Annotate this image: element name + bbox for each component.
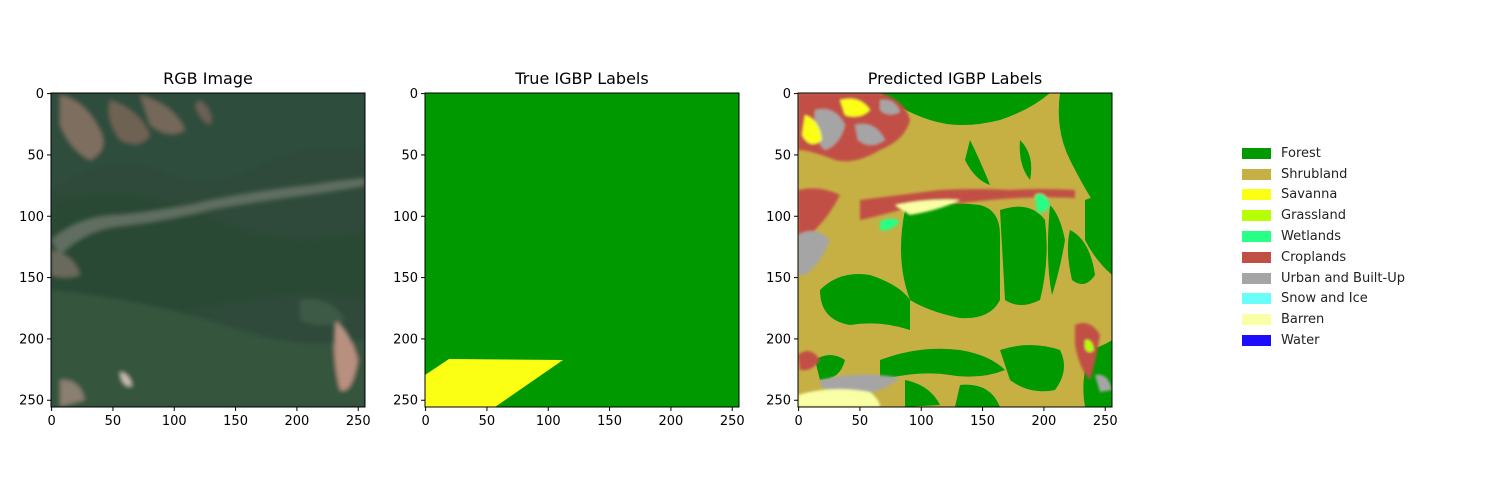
legend-item: Snow and Ice [1236,289,1436,310]
legend-swatch [1242,314,1271,326]
y-tick-label: 0 [36,87,44,102]
legend-swatch [1242,335,1271,347]
x-tick-label: 200 [284,414,309,429]
y-tick-label: 150 [766,271,791,286]
legend-item: Grassland [1236,205,1436,226]
x-tick-label: 250 [720,414,745,429]
x-tick-label: 100 [909,414,934,429]
x-tick-label: 250 [1093,414,1118,429]
true-labels-panel: True IGBP Labels 0 50 100 150 200 25005010015… [393,69,744,429]
legend-label: Barren [1281,312,1325,328]
x-tick-label: 150 [970,414,995,429]
y-tick-label: 0 [783,87,791,102]
y-tick-label: 100 [19,210,44,225]
legend-label: Snow and Ice [1281,291,1368,307]
x-tick-label: 0 [794,414,802,429]
x-tick-label: 200 [1031,414,1056,429]
legend-label: Savanna [1281,187,1338,203]
y-tick-label: 200 [393,332,418,347]
x-tick-label: 0 [47,414,55,429]
forest-region [425,93,739,407]
y-tick-label: 150 [393,271,418,286]
x-tick-label: 250 [346,414,371,429]
rgb-image [51,93,365,407]
legend-item: Wetlands [1236,226,1436,247]
legend-label: Water [1281,333,1320,349]
legend-swatch [1242,251,1271,263]
y-tick-label: 0 [410,87,418,102]
predicted-labels-panel: Predicted IGBP Labels 0 50 100 150 200 250050… [766,69,1117,429]
true-axes-frame [424,92,740,408]
y-tick-label: 100 [766,210,791,225]
y-tick-label: 250 [766,394,791,409]
x-tick-label: 100 [162,414,187,429]
legend-swatch [1242,210,1271,222]
legend-item: Barren [1236,309,1436,330]
x-tick-label: 150 [223,414,248,429]
x-tick-label: 50 [852,414,869,429]
legend-item: Croplands [1236,247,1436,268]
y-tick-label: 150 [19,271,44,286]
x-tick-label: 0 [421,414,429,429]
legend-label: Grassland [1281,208,1346,224]
y-tick-label: 50 [401,148,418,163]
y-tick-label: 250 [19,394,44,409]
x-tick-label: 150 [597,414,622,429]
legend-label: Shrubland [1281,166,1348,182]
x-tick-label: 50 [479,414,496,429]
legend-label: Croplands [1281,249,1347,265]
predicted-axes-frame [797,92,1113,408]
y-tick-label: 50 [774,148,791,163]
x-tick-label: 200 [658,414,683,429]
legend-swatch [1242,272,1271,284]
true-panel-title: True IGBP Labels [514,69,648,88]
legend-label: Urban and Built-Up [1281,270,1405,286]
legend-label: Wetlands [1281,229,1342,245]
legend-item: Forest [1236,143,1436,164]
legend-swatch [1242,189,1271,201]
legend-item: Savanna [1236,185,1436,206]
rgb-axes-frame [50,92,366,408]
x-tick-label: 50 [105,414,122,429]
true-labels-map [425,93,739,407]
predicted-labels-map [798,93,1112,407]
rgb-panel-title: RGB Image [163,69,253,88]
predicted-panel-title: Predicted IGBP Labels [868,69,1043,88]
y-tick-label: 250 [393,394,418,409]
y-tick-label: 200 [766,332,791,347]
legend-swatch [1242,147,1271,159]
legend-item: Water [1236,330,1436,351]
legend-swatch [1242,168,1271,180]
class-legend: Forest Shrubland Savanna Grassland Wetlands C… [1236,143,1436,351]
y-tick-label: 200 [19,332,44,347]
legend-label: Forest [1281,145,1321,161]
y-tick-label: 100 [393,210,418,225]
legend-item: Shrubland [1236,164,1436,185]
y-tick-label: 50 [27,148,44,163]
legend-item: Urban and Built-Up [1236,268,1436,289]
x-tick-label: 100 [536,414,561,429]
savanna-region [425,359,563,407]
legend-swatch [1242,231,1271,243]
legend-swatch [1242,293,1271,305]
